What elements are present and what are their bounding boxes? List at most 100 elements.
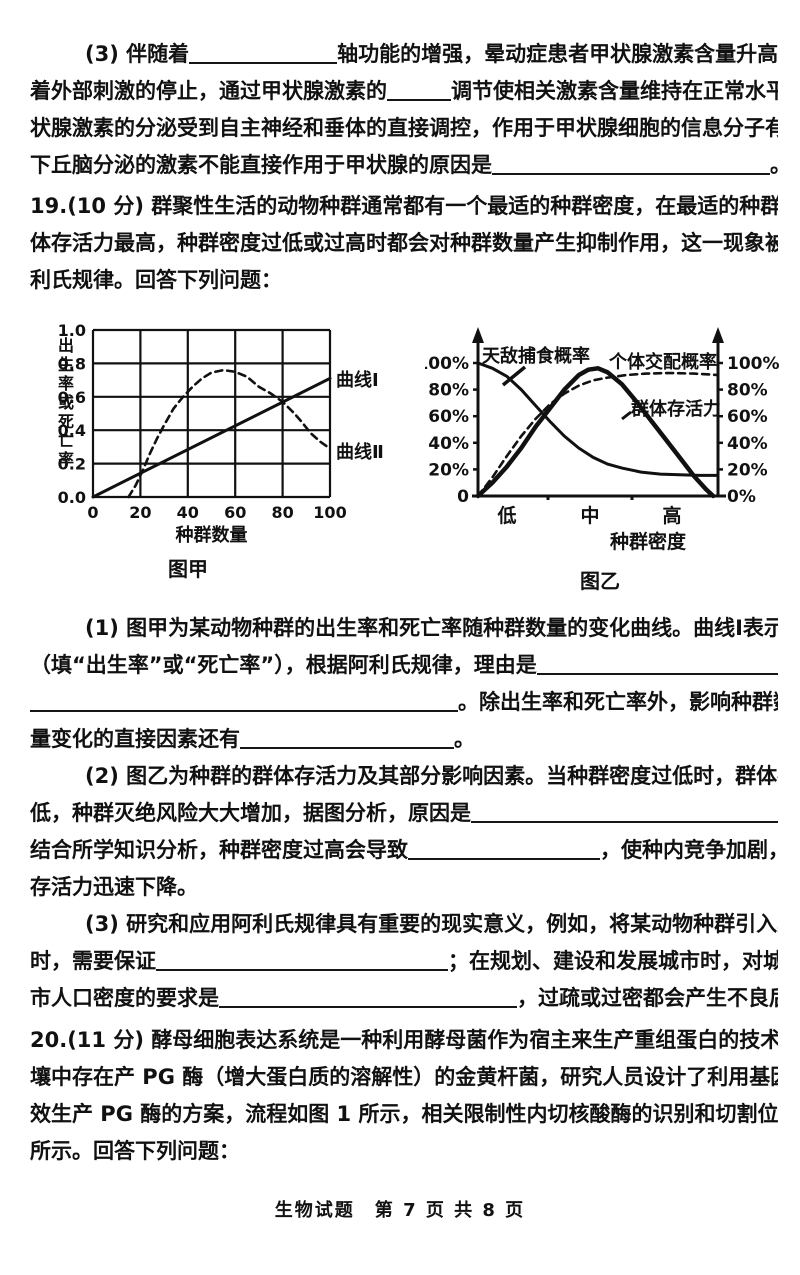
answer-blank <box>189 43 338 64</box>
x-axis-tick-label: 100 <box>313 503 346 522</box>
figure-yi-caption: 图乙 <box>580 569 620 593</box>
axis-arrow-icon <box>472 327 484 343</box>
answer-blank <box>536 654 778 675</box>
series-label: 群体存活力 <box>631 398 721 420</box>
series-curve <box>127 368 332 499</box>
text-run: (3) 伴随着 <box>85 42 190 66</box>
x-axis-tick-label: 20 <box>129 503 151 522</box>
right-axis-tick-label: 60% <box>727 407 768 427</box>
x-axis-tick-label: 0 <box>87 503 98 522</box>
x-category-label: 低 <box>496 504 516 527</box>
text-run: 。 <box>770 153 778 177</box>
text-run: 结合所学知识分析，种群密度过高会导致 <box>30 838 408 862</box>
text-line: 体存活力最高，种群密度过低或过高时都会对种群数量产生抑制作用，这一现象被称为阿 <box>30 225 778 262</box>
answer-blank <box>471 802 778 823</box>
y-axis-tick-label: 1.0 <box>58 321 86 340</box>
text-run: 时，需要保证 <box>30 949 156 973</box>
text-line: (2) 图乙为种群的群体存活力及其部分影响因素。当种群密度过低时，群体存活力较 <box>30 758 778 795</box>
text-run: 20.(11 分) 酵母细胞表达系统是一种利用酵母菌作为宿主来生产重组蛋白的技术… <box>30 1028 778 1052</box>
text-line: (1) 图甲为某动物种群的出生率和死亡率随种群数量的变化曲线。曲线Ⅰ表示 <box>30 610 778 647</box>
series-label: 曲线Ⅱ <box>336 441 384 463</box>
text-line: 结合所学知识分析，种群密度过高会导致 ，使种内竞争加剧，群体 <box>30 832 778 869</box>
text-line: 效生产 PG 酶的方案，流程如图 1 所示，相关限制性内切核酸酶的识别和切割位点… <box>30 1096 778 1133</box>
text-run: 低，种群灭绝风险大大增加，据图分析，原因是 <box>30 801 471 825</box>
answer-blank <box>30 691 458 712</box>
text-run: 市人口密度的要求是 <box>30 986 219 1010</box>
question-19-part2: (2) 图乙为种群的群体存活力及其部分影响因素。当种群密度过低时，群体存活力较低… <box>30 758 778 906</box>
text-line: 市人口密度的要求是 ，过疏或过密都会产生不良后果。 <box>30 980 778 1017</box>
question-19-intro: 19.(10 分) 群聚性生活的动物种群通常都有一个最适的种群密度，在最适的种群… <box>30 188 778 299</box>
answer-blank <box>156 950 448 971</box>
text-run: 。 <box>454 727 475 751</box>
x-axis-tick-label: 40 <box>177 503 199 522</box>
text-line: 低，种群灭绝风险大大增加，据图分析，原因是。 <box>30 795 778 832</box>
right-axis-tick-label: 100% <box>727 354 780 374</box>
x-axis-label: 种群数量 <box>175 524 248 546</box>
x-axis-tick-label: 60 <box>224 503 246 522</box>
right-axis-tick-label: 0% <box>727 487 756 507</box>
answer-blank <box>219 987 517 1008</box>
x-axis-label: 种群密度 <box>609 530 687 553</box>
text-line: 19.(10 分) 群聚性生活的动物种群通常都有一个最适的种群密度，在最适的种群… <box>30 188 778 225</box>
text-run: 状腺激素的分泌受到自主神经和垂体的直接调控，作用于甲状腺细胞的信息分子有 <box>30 116 778 140</box>
y-axis-tick-label: 0.2 <box>58 455 86 474</box>
answer-blank <box>240 728 454 749</box>
text-run: (1) 图甲为某动物种群的出生率和死亡率随种群数量的变化曲线。曲线Ⅰ表示 <box>85 616 778 640</box>
text-run: 存活力迅速下降。 <box>30 875 198 899</box>
text-line: 存活力迅速下降。 <box>30 869 778 906</box>
answer-blank <box>387 80 451 101</box>
text-run: 利氏规律。回答下列问题： <box>30 268 282 292</box>
text-run: 轴功能的增强，晕动症患者甲状腺激素含量升高。随 <box>337 42 778 66</box>
text-line: (3) 伴随着 轴功能的增强，晕动症患者甲状腺激素含量升高。随 <box>30 36 778 73</box>
page-footer: 生物试题 第 7 页 共 8 页 <box>274 1200 526 1221</box>
series-curve <box>475 365 716 499</box>
question-19-part3: (3) 研究和应用阿利氏规律具有重要的现实意义，例如，将某动物种群引入其他地区时… <box>30 906 778 1017</box>
left-axis-tick-label: 80% <box>428 381 469 401</box>
text-run: 所示。回答下列问题： <box>30 1139 240 1163</box>
series-curve <box>476 361 720 477</box>
series-label: 个体交配概率 <box>608 351 717 373</box>
y-axis-tick-label: 0.8 <box>58 354 86 373</box>
text-run: ，使种内竞争加剧，群体 <box>600 838 778 862</box>
figure-yi-chart: 0 0% 20% 20% 40% 40% 60% 60% 80% 80% 100% 100% 低 中 高种群… <box>425 327 780 553</box>
left-axis-tick-label: 60% <box>428 407 469 427</box>
text-line: 时，需要保证 ；在规划、建设和发展城市时，对城 <box>30 943 778 980</box>
text-line: 所示。回答下列问题： <box>30 1133 778 1170</box>
text-run: ，过疏或过密都会产生不良后果。 <box>517 986 778 1010</box>
x-category-label: 高 <box>662 504 681 527</box>
left-axis-tick-label: 20% <box>428 460 469 480</box>
text-run: 体存活力最高，种群密度过低或过高时都会对种群数量产生抑制作用，这一现象被称为阿 <box>30 231 778 255</box>
question-19-part1: (1) 图甲为某动物种群的出生率和死亡率随种群数量的变化曲线。曲线Ⅰ表示 （填“出… <box>30 610 778 758</box>
axis-arrow-icon <box>712 327 724 343</box>
x-category-label: 中 <box>580 504 599 527</box>
figure-jia-chart: 0.0 0.2 0.4 0.6 0.8 1.0 0 20 40 60 80 100 种群数量 曲线Ⅰ 曲线Ⅱ <box>58 321 384 546</box>
answer-blank <box>492 154 770 175</box>
y-axis-tick-label: 0.4 <box>58 421 86 440</box>
text-run: (3) 研究和应用阿利氏规律具有重要的现实意义，例如，将某动物种群引入其他地区 <box>85 912 778 936</box>
text-run: （填“出生率”或“死亡率”），根据阿利氏规律，理由是 <box>30 653 537 677</box>
series-curve <box>91 376 332 499</box>
figure-jia-caption: 图甲 <box>168 557 208 581</box>
series-curve <box>476 371 720 498</box>
question-20-intro: 20.(11 分) 酵母细胞表达系统是一种利用酵母菌作为宿主来生产重组蛋白的技术… <box>30 1022 778 1170</box>
label-leader-line <box>501 365 527 387</box>
text-run: 调节使相关激素含量维持在正常水平。甲 <box>451 79 778 103</box>
series-label: 曲线Ⅰ <box>336 369 379 391</box>
text-run: 效生产 PG 酶的方案，流程如图 1 所示，相关限制性内切核酸酶的识别和切割位点… <box>30 1102 778 1126</box>
y-axis-tick-label: 0.6 <box>58 388 86 407</box>
text-line: 量变化的直接因素还有 。 <box>30 721 778 758</box>
right-axis-tick-label: 20% <box>727 460 768 480</box>
series-label: 天敌捕食概率 <box>482 345 590 367</box>
answer-blank <box>408 839 600 860</box>
text-line: 壤中存在产 PG 酶（增大蛋白质的溶解性）的金黄杆菌，研究人员设计了利用基因工程… <box>30 1059 778 1096</box>
left-axis-tick-label: 0 <box>457 487 469 507</box>
text-line: 20.(11 分) 酵母细胞表达系统是一种利用酵母菌作为宿主来生产重组蛋白的技术… <box>30 1022 778 1059</box>
text-run: 着外部刺激的停止，通过甲状腺激素的 <box>30 79 387 103</box>
text-line: （填“出生率”或“死亡率”），根据阿利氏规律，理由是 <box>30 647 778 684</box>
text-line: 利氏规律。回答下列问题： <box>30 262 778 299</box>
text-line: (3) 研究和应用阿利氏规律具有重要的现实意义，例如，将某动物种群引入其他地区 <box>30 906 778 943</box>
text-run: 量变化的直接因素还有 <box>30 727 240 751</box>
x-axis-tick-label: 80 <box>271 503 293 522</box>
label-leader-line <box>621 410 632 421</box>
